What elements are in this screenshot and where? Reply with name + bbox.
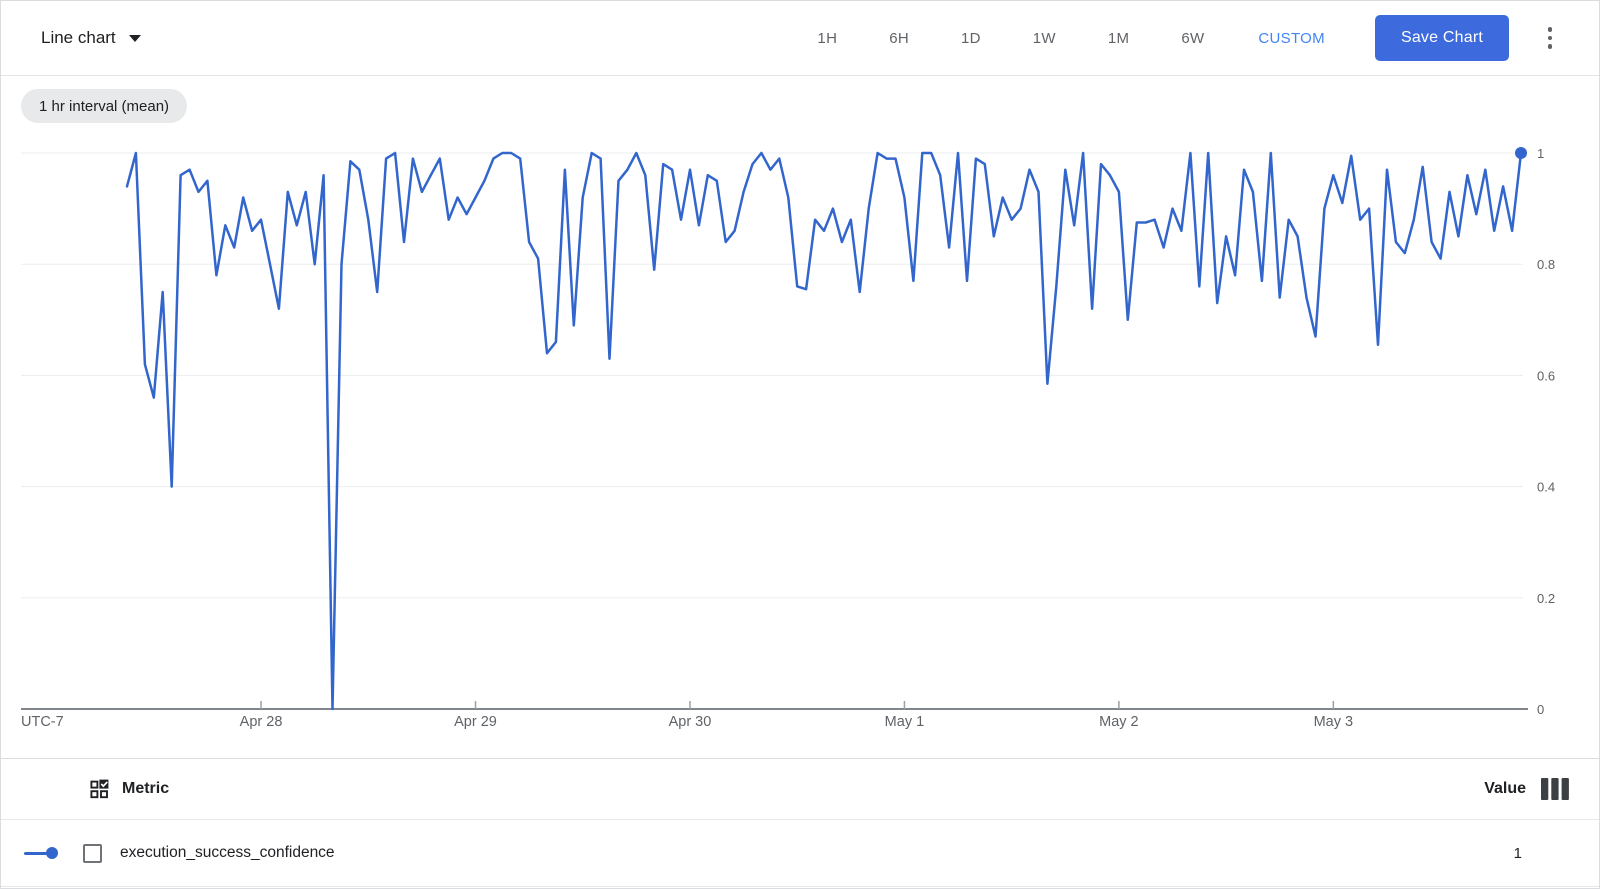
x-tick-label: Apr 30: [669, 714, 712, 730]
y-tick-label: 1: [1537, 146, 1544, 161]
legend-dot: [46, 847, 58, 859]
time-range-button-1h[interactable]: 1H: [817, 29, 838, 47]
metric-header-group: Metric: [90, 779, 169, 799]
chart-line: [125, 151, 1523, 711]
value-column-header: Value: [1484, 780, 1526, 797]
legend-line: [24, 851, 54, 855]
chart-end-dot: [1515, 147, 1527, 159]
kebab-dot: [1547, 44, 1553, 49]
select-metrics-icon[interactable]: [90, 779, 110, 799]
kebab-dot: [1547, 35, 1553, 41]
chart-area: 0 0.2 0.4 0.6 0.8 1 Apr 28 Apr 29 Apr 30 May 1 May…: [1, 141, 1599, 741]
x-tick-label: Apr 29: [454, 714, 497, 730]
y-tick-label: 0.2: [1537, 591, 1555, 606]
kebab-dot: [1547, 27, 1553, 32]
time-range-button-1m[interactable]: 1M: [1107, 29, 1130, 47]
y-tick-label: 0.4: [1537, 480, 1555, 495]
utc-offset-label: UTC-7: [21, 714, 64, 730]
custom-range-button[interactable]: CUSTOM: [1258, 29, 1325, 47]
y-tick-label: 0.6: [1537, 368, 1555, 383]
interval-chip[interactable]: 1 hr interval (mean): [21, 89, 188, 123]
x-tick-label: May 2: [1099, 714, 1139, 730]
y-tick-label: 0: [1537, 702, 1544, 717]
x-tick-label: May 3: [1314, 714, 1354, 730]
time-range-group: 1H 6H 1D 1W 1M 6W CUSTOM Save Chart: [791, 15, 1563, 61]
y-tick-label: 0.8: [1537, 257, 1555, 272]
columns-icon[interactable]: [1541, 778, 1569, 800]
chart-type-label: Line chart: [41, 28, 116, 47]
x-tick-label: Apr 28: [240, 714, 283, 730]
time-range-button-6h[interactable]: 6H: [889, 29, 909, 47]
series-legend-icon: [24, 846, 58, 860]
metric-row[interactable]: execution_success_confidence 1: [1, 820, 1599, 887]
metric-name: execution_success_confidence: [120, 844, 335, 861]
legend-table-header: Metric Value: [1, 759, 1599, 820]
chart-type-selector[interactable]: Line chart: [41, 28, 141, 48]
x-tick-label: May 1: [885, 714, 925, 730]
toolbar: Line chart 1H 6H 1D 1W 1M 6W CUSTOM Save…: [1, 1, 1599, 76]
line-chart-canvas[interactable]: 0 0.2 0.4 0.6 0.8 1 Apr 28 Apr 29 Apr 30 May 1 May…: [1, 141, 1599, 741]
save-chart-button[interactable]: Save Chart: [1374, 15, 1509, 61]
chevron-down-icon: [128, 34, 141, 42]
metric-value: 1: [1513, 844, 1522, 862]
time-range-button-6w[interactable]: 6W: [1181, 29, 1205, 47]
overflow-menu-button[interactable]: [1537, 18, 1563, 58]
metric-row-checkbox[interactable]: [83, 843, 102, 863]
legend-table: Metric Value execution_success_confidenc…: [1, 758, 1599, 888]
time-range-button-1w[interactable]: 1W: [1032, 29, 1056, 47]
time-range-button-1d[interactable]: 1D: [960, 29, 981, 47]
metric-column-header: Metric: [122, 780, 170, 797]
value-header-group: Value: [1484, 778, 1569, 800]
